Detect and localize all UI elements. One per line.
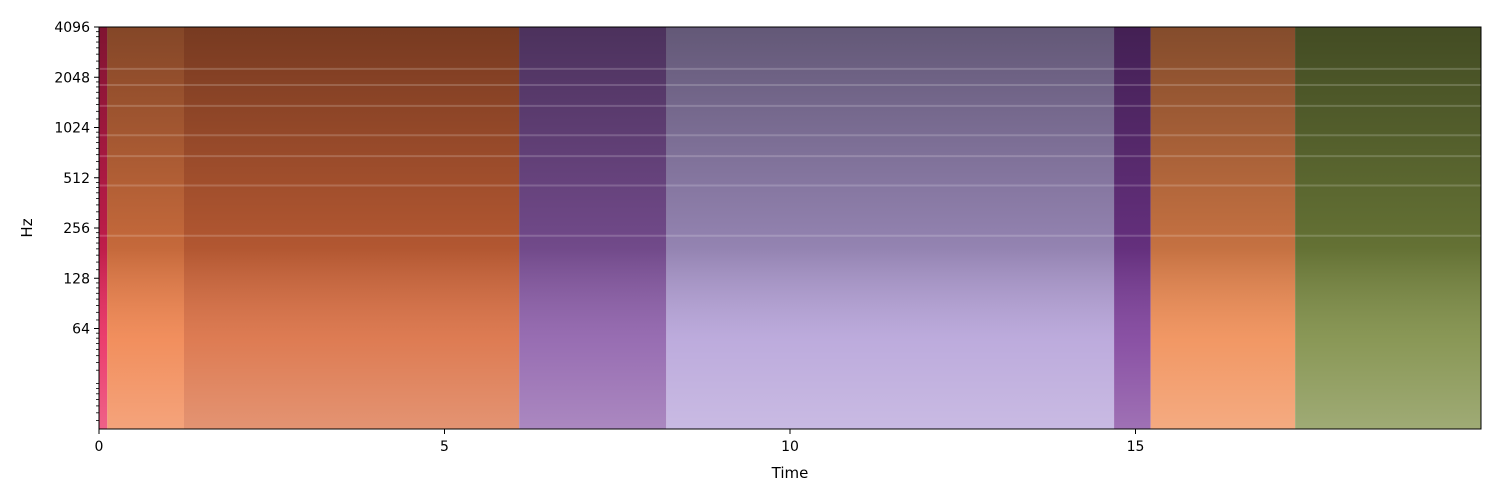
y-tick-label: 256: [63, 221, 90, 237]
y-tick-label: 128: [63, 271, 90, 287]
y-tick-label: 64: [72, 322, 90, 338]
y-tick-label: 1024: [54, 121, 90, 137]
y-tick-label: 2048: [54, 70, 90, 86]
spectrogram-shading: [99, 27, 1481, 429]
y-tick-label: 512: [63, 171, 90, 187]
x-axis-label: Time: [771, 464, 809, 482]
y-tick-label: 4096: [54, 20, 90, 36]
x-tick-label: 0: [95, 439, 104, 455]
y-axis: 64 128 256 512 1024 2048 4096: [54, 20, 99, 421]
harmonic-lines: [99, 67, 1481, 237]
x-tick-label: 10: [781, 439, 799, 455]
y-axis-label: Hz: [18, 218, 36, 237]
x-tick-label: 15: [1127, 439, 1145, 455]
x-axis: 0 5 10 15: [95, 429, 1145, 455]
x-tick-label: 5: [440, 439, 449, 455]
